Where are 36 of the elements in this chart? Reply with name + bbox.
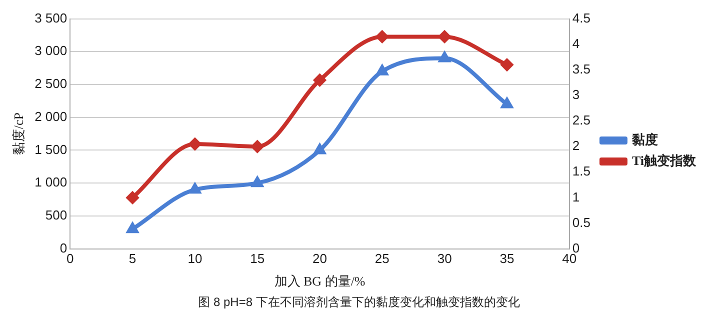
y-tick-label: 2 000 [34,108,68,124]
y-tick-label: 1 500 [34,142,68,157]
point [188,138,201,150]
y-tick-label: 0 [60,240,68,256]
point [314,74,326,86]
y2-tick-label: 0.5 [572,214,590,230]
caption: 图 8 pH=8 下在不同溶剂含量下的黏度变化和触变指数的变化 [197,294,521,311]
y-tick-label: 500 [45,208,68,223]
y-axis-title: 黏度/cP [11,112,26,156]
point [251,140,264,153]
x-tick-label: 10 [188,251,202,266]
x-tick-label: 35 [500,251,514,266]
x-tick-label: 25 [374,251,390,266]
x-tick-label: 5 [128,251,136,266]
y2-tick-label: 1.5 [572,164,590,179]
y2-tick-label: 4.5 [572,10,590,26]
x-tick-label: 30 [437,251,452,266]
point [126,192,139,204]
y2-tick-label: 4 [572,36,580,51]
x-axis-title: 加入 BG 的量/% [274,274,366,289]
x-tick-label: 20 [312,251,327,266]
y-tick-label: 3 500 [34,10,68,26]
x-tick-label: 15 [250,251,265,266]
point [500,58,513,71]
y-tick-label: 1 000 [34,174,68,190]
y2-tick-label: 2.5 [572,112,590,128]
point [438,30,451,43]
y2-tick-label: 3.5 [572,61,590,76]
legend-label: Ti触变指数 [632,152,697,168]
y2-tick-label: 1 [572,189,580,204]
legend-label: 黏度 [630,132,658,147]
point [376,30,388,43]
y-tick-label: 2 500 [34,76,68,92]
y2-tick-label: 2 [572,138,580,154]
y2-tick-label: 3 [572,87,580,102]
y-tick-label: 3 000 [34,43,68,58]
